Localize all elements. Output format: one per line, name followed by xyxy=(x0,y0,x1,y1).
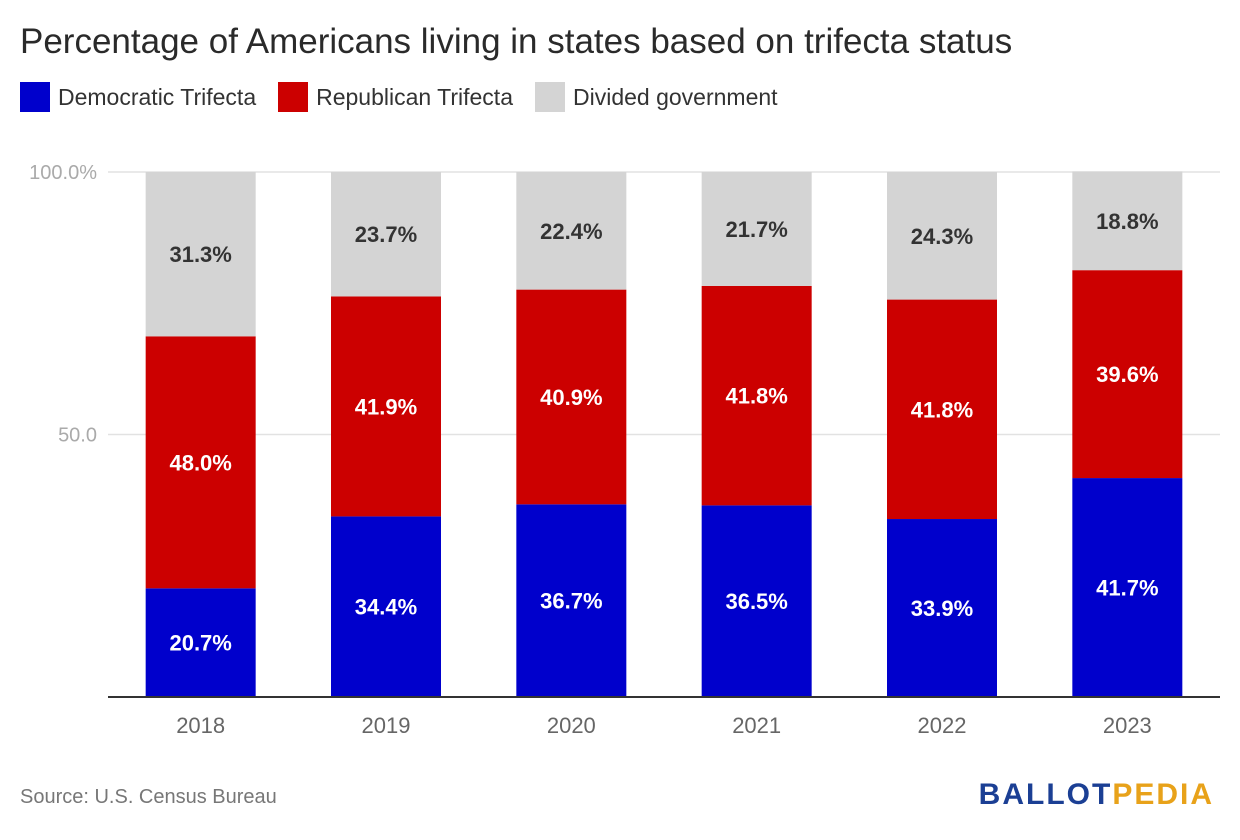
y-tick-label: 100.0% xyxy=(29,162,97,184)
data-label: 41.9% xyxy=(355,394,417,419)
x-tick-label: 2018 xyxy=(176,713,225,738)
chart-title: Percentage of Americans living in states… xyxy=(20,22,1013,61)
legend-label-divided: Divided government xyxy=(573,83,778,110)
bar-segment xyxy=(331,296,441,517)
bar-segment xyxy=(145,336,256,589)
source-note: Source: U.S. Census Bureau xyxy=(20,786,277,808)
data-label: 31.3% xyxy=(169,242,231,267)
bar-segment xyxy=(1072,270,1183,479)
legend-item-republican: Republican Trifecta xyxy=(278,82,513,112)
data-label: 20.7% xyxy=(169,631,231,656)
data-label: 40.9% xyxy=(540,385,602,410)
x-tick-label: 2021 xyxy=(732,713,781,738)
x-tick-label: 2019 xyxy=(362,713,411,738)
data-label: 48.0% xyxy=(169,450,231,475)
data-label: 39.6% xyxy=(1096,362,1158,387)
bar-segment xyxy=(887,519,997,697)
logo-part-pedia: PEDIA xyxy=(1112,778,1214,811)
bar-segment xyxy=(331,172,441,297)
bar-segment xyxy=(145,588,256,697)
data-label: 34.4% xyxy=(355,595,417,620)
y-tick-label: 50.0 xyxy=(58,425,97,447)
bar-segment xyxy=(516,289,627,505)
legend-swatch-divided xyxy=(535,82,565,112)
logo-part-ballot: BALLOT xyxy=(978,778,1113,811)
data-label: 41.7% xyxy=(1096,576,1158,601)
bar-segment xyxy=(887,299,997,520)
legend-swatch-democratic xyxy=(20,82,50,112)
legend-label-democratic: Democratic Trifecta xyxy=(58,83,257,110)
data-label: 23.7% xyxy=(355,222,417,247)
bar-segment xyxy=(701,172,812,286)
bar-segment xyxy=(701,285,812,506)
bar-segment xyxy=(331,516,441,697)
bar-segment xyxy=(887,172,997,300)
bar-segment xyxy=(516,172,627,290)
bar-segment xyxy=(516,504,627,697)
legend-item-democratic: Democratic Trifecta xyxy=(20,82,256,112)
bar-segment xyxy=(145,172,256,337)
stacked-bar-chart: 50.0 100.0% 20.7% 48.0% 31.3% 2018 34.4% 41.9% 2… xyxy=(29,162,1220,738)
x-tick-label: 2022 xyxy=(918,713,967,738)
data-label: 36.5% xyxy=(725,589,787,614)
x-tick-label: 2020 xyxy=(547,713,596,738)
data-label: 18.8% xyxy=(1096,209,1158,234)
data-label: 24.3% xyxy=(911,224,973,249)
data-label: 41.8% xyxy=(911,397,973,422)
data-label: 22.4% xyxy=(540,219,602,244)
legend-label-republican: Republican Trifecta xyxy=(316,83,513,110)
x-tick-label: 2023 xyxy=(1103,713,1152,738)
data-label: 41.8% xyxy=(725,384,787,409)
legend-swatch-republican xyxy=(278,82,309,112)
data-label: 33.9% xyxy=(911,596,973,621)
ballotpedia-logo: BALLOTPEDIA xyxy=(979,778,1214,812)
bar-segment xyxy=(1072,171,1183,271)
data-label: 21.7% xyxy=(725,217,787,242)
data-label: 36.7% xyxy=(540,589,602,614)
legend-item-divided: Divided government xyxy=(535,82,778,112)
bar-segment xyxy=(1072,478,1183,697)
bar-segment xyxy=(701,505,812,697)
legend: Democratic Trifecta Republican Trifecta … xyxy=(20,82,800,112)
